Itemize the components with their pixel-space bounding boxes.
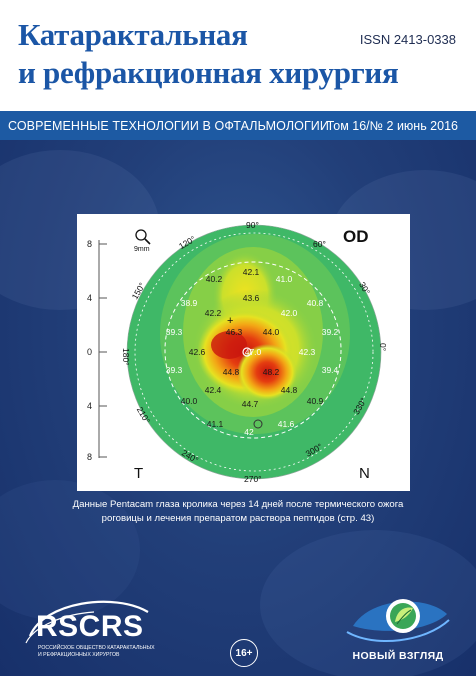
publisher-logo: НОВЫЙ ВЗГЛЯД [345, 586, 465, 670]
scale-tick: 4 [87, 293, 92, 303]
map-value: 48.2 [263, 367, 280, 377]
cover-header: Катарактальная и рефракционная хирургия … [0, 0, 476, 111]
rscrs-subtitle: РОССИЙСКОЕ ОБЩЕСТВО КАТАРАКТАЛЬНЫХ И РЕФ… [38, 645, 158, 658]
angle-label: 60° [313, 239, 326, 249]
pentacam-map: 8 4 0 4 8 + [87, 220, 388, 484]
scale-tick: 8 [87, 452, 92, 462]
map-value: 41.0 [276, 274, 293, 284]
map-value: 43.6 [243, 293, 260, 303]
map-value: 42.1 [243, 267, 260, 277]
scale-axis: 8 4 0 4 8 [87, 239, 107, 462]
map-value: 42.4 [205, 385, 222, 395]
issn-number: ISSN 2413-0338 [359, 32, 456, 47]
map-value: 44.8 [281, 385, 298, 395]
nasal-label: N [359, 465, 370, 482]
map-value: 39.3 [166, 365, 183, 375]
map-value: 39.2 [322, 327, 339, 337]
rscrs-swoosh-icon [25, 600, 149, 644]
temporal-label: T [134, 465, 143, 482]
zoom-label: 9mm [134, 246, 150, 253]
scale-tick: 0 [87, 347, 92, 357]
map-value: 40.2 [206, 274, 223, 284]
map-value: 44.8 [223, 367, 240, 377]
map-value: 39.4 [322, 365, 339, 375]
caption-line2: роговицы и лечения препаратом раствора п… [101, 513, 375, 524]
thinnest-point-marker [253, 419, 263, 429]
journal-title-line1: Катарактальная [18, 17, 248, 52]
map-value: 42.3 [299, 347, 316, 357]
map-value: 42 [244, 427, 254, 437]
angle-label: 270° [244, 474, 262, 484]
map-value: 38.9 [181, 298, 198, 308]
map-value: 40.8 [307, 298, 324, 308]
map-value: 44.7 [242, 399, 259, 409]
angle-label: 180° [121, 348, 131, 366]
pentacam-map-card: 8 4 0 4 8 + [77, 214, 410, 491]
rscrs-logo: RSCRS РОССИЙСКОЕ ОБЩЕСТВО КАТАРАКТАЛЬНЫХ… [24, 596, 156, 670]
journal-subtitle: СОВРЕМЕННЫЕ ТЕХНОЛОГИИ В ОФТАЛЬМОЛОГИИ [8, 119, 329, 133]
map-value: 40.0 [181, 396, 198, 406]
caption-line1: Данные Pentacam глаза кролика через 14 д… [72, 499, 404, 510]
eye-leaf-logo-icon [346, 599, 450, 643]
apex-marker: + [227, 315, 233, 327]
pupil-outline [164, 261, 342, 439]
zoom-icon [135, 229, 151, 245]
age-rating-badge: 16+ [230, 639, 258, 667]
rscrs-subtitle-line1: РОССИЙСКОЕ ОБЩЕСТВО КАТАРАКТАЛЬНЫХ [38, 645, 155, 651]
scale-tick: 4 [87, 401, 92, 411]
map-value: 39.3 [166, 327, 183, 337]
pupil-center-marker [242, 347, 252, 357]
angle-label: 0° [378, 343, 388, 351]
rscrs-subtitle-line2: И РЕФРАКЦИОННЫХ ХИРУРГОВ [38, 651, 120, 658]
map-value: 41.6 [278, 419, 295, 429]
map-value: 41.1 [207, 419, 224, 429]
keratometry-values: 42.1 40.2 41.0 43.6 38.9 42.2 42.0 40.8 … [166, 267, 339, 437]
issue-info: Том 16/№ 2 июнь 2016 [326, 119, 458, 133]
map-value: 42.2 [205, 308, 222, 318]
scale-tick: 8 [87, 239, 92, 249]
subtitle-band: СОВРЕМЕННЫЕ ТЕХНОЛОГИИ В ОФТАЛЬМОЛОГИИ Т… [0, 111, 476, 140]
map-value: 42.0 [281, 308, 298, 318]
map-value: 44.0 [263, 327, 280, 337]
map-value: 40.9 [307, 396, 324, 406]
journal-title-line2: и рефракционная хирургия [18, 55, 399, 90]
map-value: 47.0 [245, 347, 262, 357]
map-value: 46.3 [226, 327, 243, 337]
map-value: 42.6 [189, 347, 206, 357]
figure-caption: Данные Pentacam глаза кролика через 14 д… [40, 498, 436, 526]
rscrs-name: RSCRS [36, 610, 144, 643]
angle-label: 90° [246, 220, 259, 230]
publisher-name: НОВЫЙ ВЗГЛЯД [352, 650, 444, 662]
journal-title: Катарактальная и рефракционная хирургия [18, 16, 399, 92]
eye-label: OD [343, 227, 369, 246]
